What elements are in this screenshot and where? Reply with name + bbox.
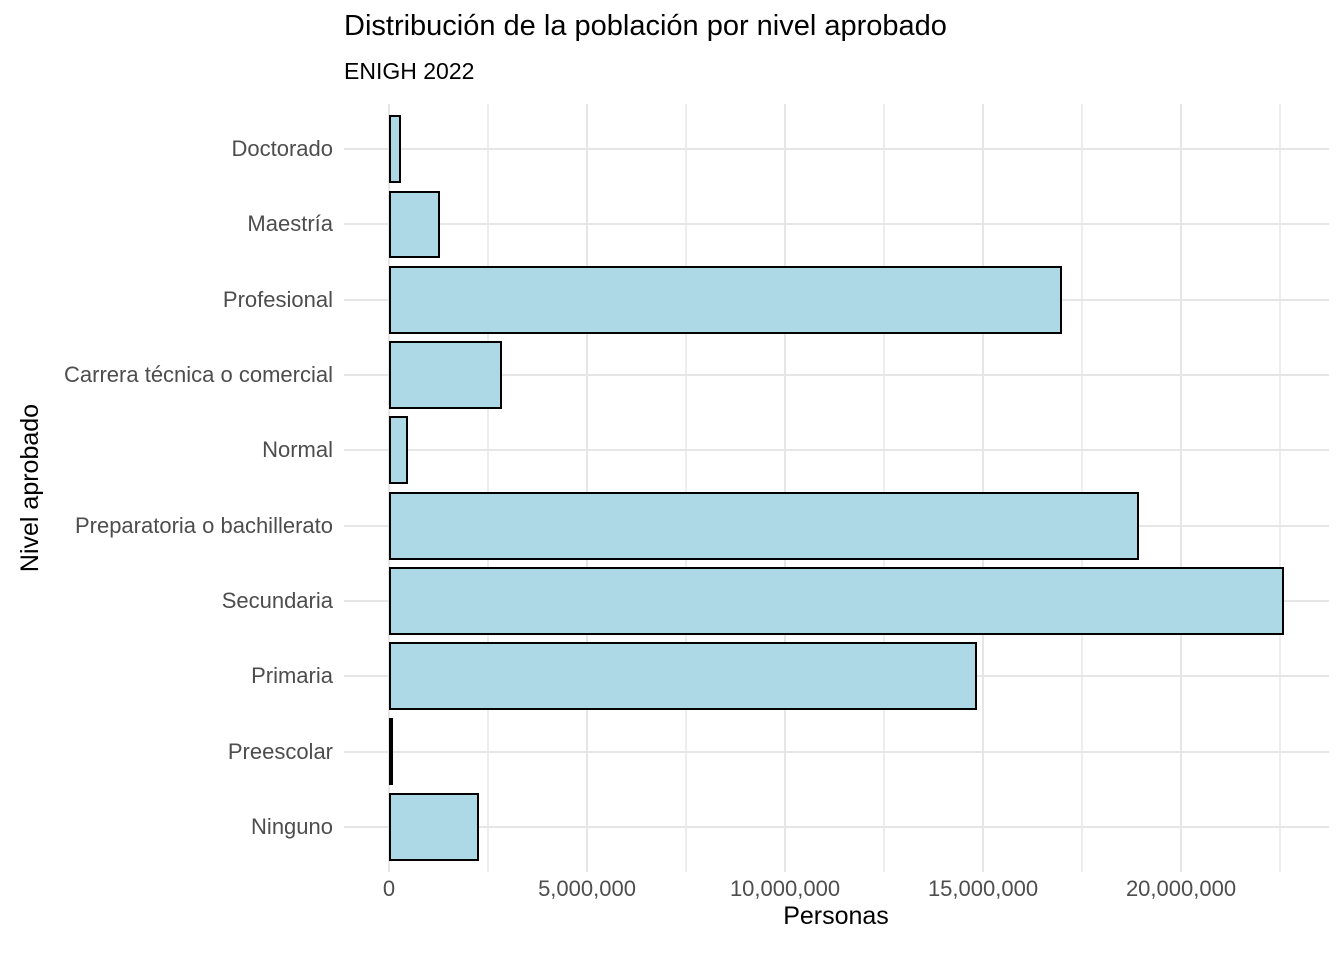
y-tick-label: Preescolar <box>227 738 333 764</box>
y-tick-label: Preparatoria o bachillerato <box>74 512 333 538</box>
bar-profesional <box>389 265 1063 334</box>
bar-preparatoria-o-bachillerato <box>389 491 1140 560</box>
bar-secundaria <box>389 567 1284 635</box>
minor-gridline-x <box>685 104 687 872</box>
y-tick-label: Ninguno <box>251 813 333 839</box>
y-tick-label: Carrera técnica o comercial <box>64 361 333 387</box>
chart-title: Distribución de la población por nivel a… <box>344 10 947 42</box>
bar-doctorado <box>389 115 401 184</box>
major-gridline-y <box>344 449 1329 452</box>
y-tick-label: Doctorado <box>231 135 333 161</box>
x-tick-label: 5,000,000 <box>538 876 636 901</box>
y-tick-label: Secundaria <box>221 587 333 613</box>
minor-gridline-x <box>487 104 489 872</box>
y-tick-label: Maestría <box>247 211 333 237</box>
x-tick-label: 0 <box>382 876 396 901</box>
major-gridline-x <box>388 104 390 872</box>
major-gridline-y <box>344 825 1329 828</box>
major-gridline-x <box>586 104 588 872</box>
major-gridline-y <box>344 223 1329 226</box>
y-axis-title: Nivel aprobado <box>16 403 44 573</box>
bar-carrera-t-cnica-o-comercial <box>389 341 502 409</box>
y-tick-label: Primaria <box>251 663 333 689</box>
major-gridline-x <box>982 104 984 872</box>
minor-gridline-x <box>1279 104 1281 872</box>
y-tick-label: Profesional <box>222 286 333 312</box>
bar-ninguno <box>389 792 479 861</box>
x-axis-title: Personas <box>783 902 889 930</box>
major-gridline-y <box>344 374 1329 377</box>
chart-subtitle: ENIGH 2022 <box>344 58 475 84</box>
x-tick-label: 20,000,000 <box>1125 876 1237 901</box>
bar-primaria <box>389 642 978 711</box>
major-gridline-y <box>344 750 1329 753</box>
major-gridline-y <box>344 148 1329 151</box>
major-gridline-x <box>784 104 786 872</box>
bar-preescolar <box>389 717 393 786</box>
minor-gridline-x <box>1081 104 1083 872</box>
x-tick-label: 15,000,000 <box>927 876 1039 901</box>
y-tick-label: Normal <box>262 437 333 463</box>
plot-panel <box>344 104 1329 872</box>
minor-gridline-x <box>883 104 885 872</box>
bar-maestr-a <box>389 190 441 259</box>
x-tick-label: 10,000,000 <box>729 876 841 901</box>
bar-normal <box>389 416 408 485</box>
major-gridline-x <box>1180 104 1182 872</box>
